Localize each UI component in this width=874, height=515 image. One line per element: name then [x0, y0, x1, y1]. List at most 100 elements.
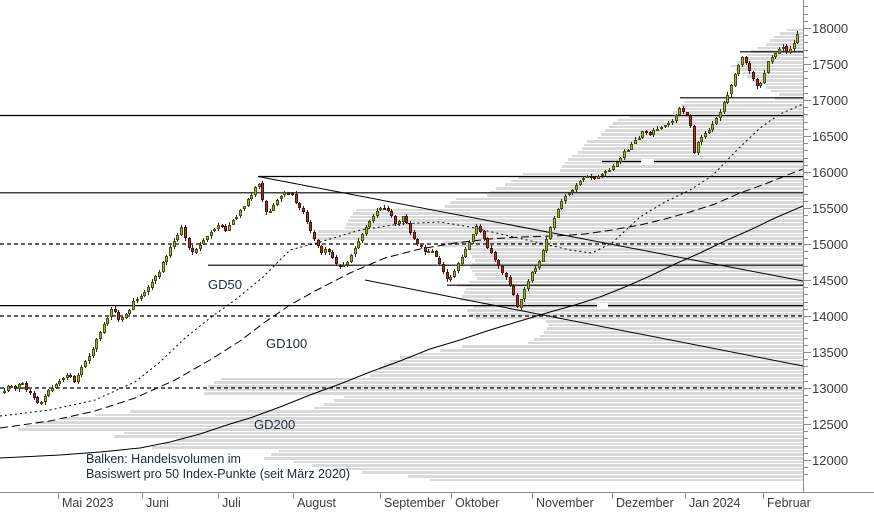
candle-up — [342, 265, 346, 268]
y-minor-tick — [804, 222, 808, 224]
volume-bar — [774, 35, 803, 39]
volume-bar — [540, 334, 803, 338]
candle-up — [397, 221, 401, 224]
y-minor-tick — [804, 6, 808, 8]
candle-up — [729, 85, 733, 95]
gd200-curve — [0, 205, 803, 459]
x-axis-month-label: September — [384, 496, 446, 510]
candle-up — [228, 224, 232, 231]
level-handle[interactable] — [641, 159, 654, 164]
y-axis-label: 18000 — [812, 21, 849, 36]
volume-bar — [35, 420, 803, 424]
y-major-tick — [804, 172, 811, 173]
candle-up — [541, 250, 545, 262]
y-major-tick — [804, 64, 811, 65]
plot-area[interactable]: Balken: Handelsvolumen im Basiswert pro … — [0, 0, 803, 492]
y-minor-tick — [804, 20, 808, 22]
ma-label-gd200: GD200 — [254, 417, 296, 432]
candle-down — [681, 107, 685, 113]
candle-up — [110, 308, 113, 318]
candle-up — [560, 201, 564, 210]
y-major-tick — [804, 136, 811, 137]
candle-up — [741, 57, 744, 66]
x-axis-line — [0, 492, 874, 493]
candle-up — [17, 384, 21, 390]
volume-bar — [312, 464, 803, 467]
y-major-tick — [804, 460, 811, 461]
candle-up — [788, 48, 792, 53]
candle-up — [759, 83, 763, 87]
candle-up — [608, 170, 612, 173]
candle-up — [239, 209, 243, 217]
candle-up — [630, 144, 634, 150]
y-minor-tick — [804, 373, 808, 375]
candle-up — [552, 218, 556, 228]
y-axis-label: 16500 — [812, 129, 849, 144]
candle-up — [283, 192, 287, 196]
candle-up — [597, 175, 601, 179]
x-axis[interactable]: Mai 2023 Juni Juli August September Oktober No… — [0, 492, 874, 515]
candle-down — [442, 264, 446, 272]
y-axis-label: 15000 — [812, 237, 849, 252]
candle-up — [571, 189, 575, 193]
y-minor-tick — [804, 323, 808, 325]
y-axis[interactable]: 18000 17500 17000 16500 16000 15500 15000 14500… — [803, 0, 874, 492]
x-month-tick — [532, 493, 533, 499]
candle-up — [146, 287, 150, 293]
volume-bar — [758, 82, 803, 86]
candle-down — [390, 211, 394, 217]
candle-up — [563, 195, 567, 202]
candle-down — [220, 225, 224, 228]
volume-bar — [450, 201, 803, 205]
candle-up — [98, 332, 102, 340]
volume-bar — [456, 197, 803, 201]
candle-down — [744, 57, 748, 64]
y-major-tick — [804, 208, 811, 209]
ma-label-gd50: GD50 — [208, 277, 242, 292]
candle-up — [202, 240, 206, 245]
volume-bar — [350, 215, 803, 219]
y-minor-tick — [804, 337, 808, 339]
x-axis-month-label: Dezember — [616, 496, 674, 510]
volume-bar — [332, 467, 803, 471]
y-minor-tick — [804, 49, 808, 51]
candle-down — [685, 112, 689, 116]
candle-up — [453, 270, 457, 277]
level-handle[interactable] — [597, 303, 608, 308]
candle-up — [766, 61, 770, 74]
y-axis-label: 12000 — [812, 453, 849, 468]
level-drag-handles[interactable] — [597, 159, 654, 308]
candle-down — [493, 252, 497, 261]
y-minor-tick — [804, 287, 808, 289]
y-minor-tick — [804, 179, 808, 181]
candle-down — [412, 232, 416, 239]
candle-up — [58, 380, 62, 384]
candle-up — [62, 377, 66, 381]
candle-up — [796, 33, 800, 43]
volume-bar — [490, 190, 803, 194]
candle-up — [253, 187, 257, 196]
candle-up — [150, 281, 154, 288]
trendline-descending-from-july-peak[interactable] — [257, 176, 803, 282]
candle-down — [508, 276, 512, 286]
support-resistance-levels[interactable] — [0, 51, 803, 389]
y-minor-tick — [804, 42, 808, 44]
candle-up — [217, 225, 221, 229]
candle-down — [183, 227, 187, 238]
candle-up — [205, 236, 209, 240]
trendlines[interactable] — [257, 176, 803, 367]
y-axis-label: 17500 — [812, 57, 849, 72]
candle-up — [467, 241, 471, 250]
candle-up — [157, 271, 161, 277]
candle-down — [405, 216, 409, 223]
trendline-descending-secondary[interactable] — [364, 279, 803, 367]
volume-note-line1: Balken: Handelsvolumen im — [86, 452, 241, 466]
candle-up — [674, 114, 678, 121]
volume-bar — [582, 147, 803, 151]
volume-bar — [18, 428, 803, 431]
candle-up — [102, 323, 106, 333]
x-month-tick — [142, 493, 143, 499]
x-month-tick — [218, 493, 219, 499]
overlay-lines — [0, 51, 803, 459]
candle-up — [194, 249, 198, 253]
